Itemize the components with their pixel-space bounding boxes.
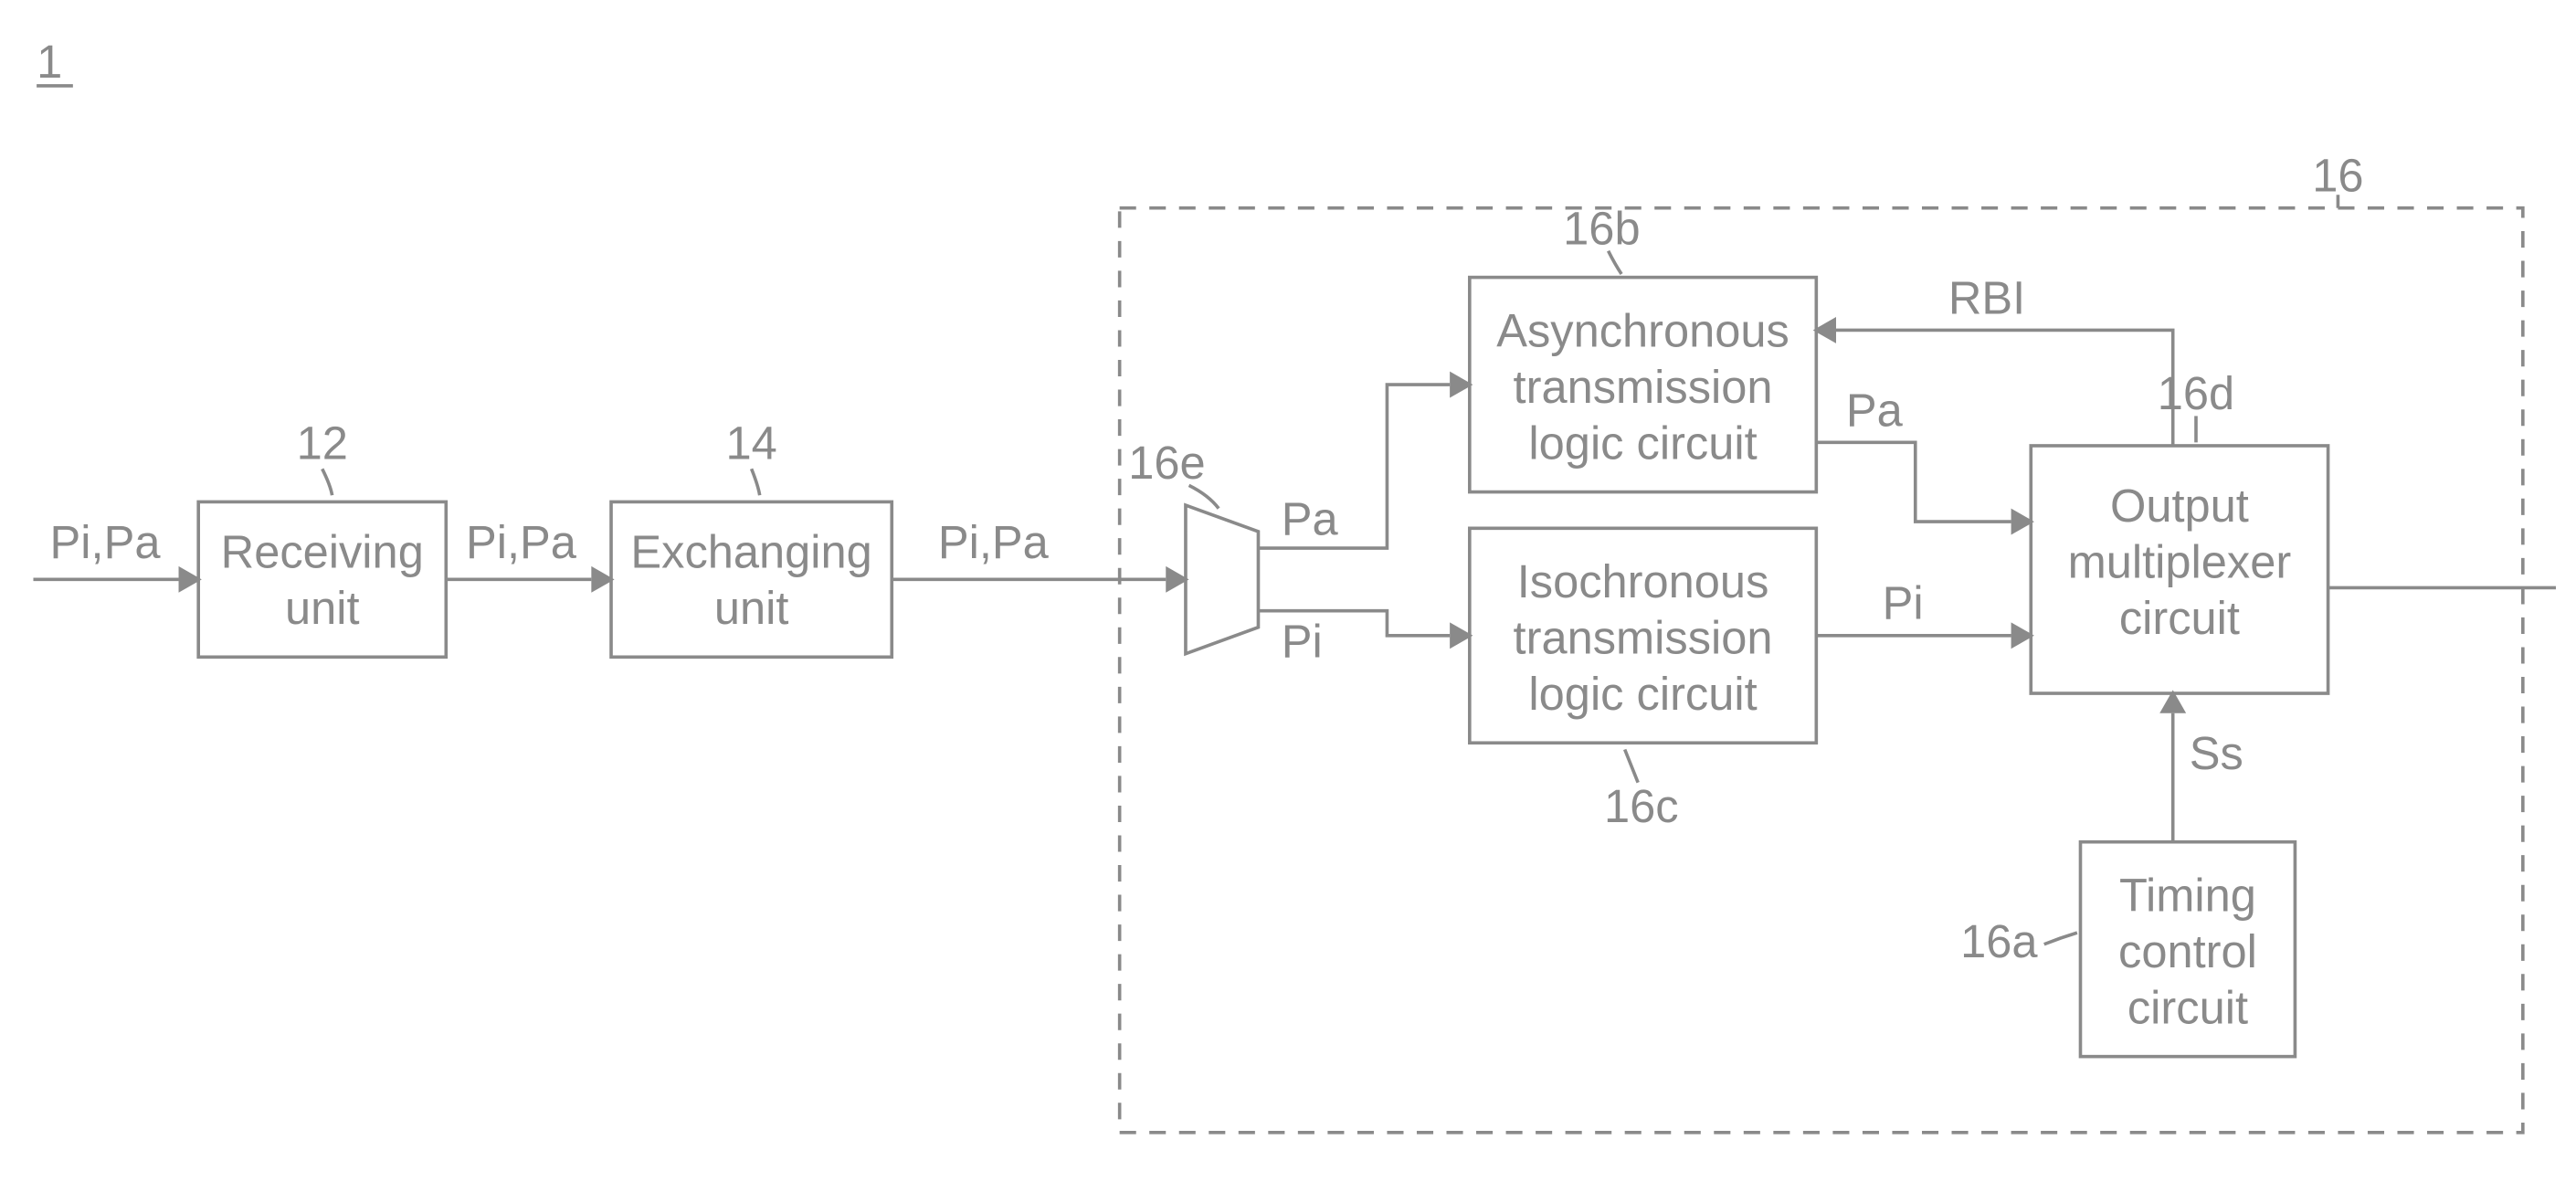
iso-text1: Isochronous [1517, 555, 1769, 607]
leader-16e [1189, 485, 1219, 508]
ref-12: 12 [297, 417, 348, 469]
lbl-async-out: Pa [1846, 384, 1904, 436]
receiving-unit-text1: Receiving [221, 526, 424, 578]
lbl-rx-ex: Pi,Pa [466, 516, 577, 568]
async-text1: Asynchronous [1496, 305, 1789, 357]
ref-16e: 16e [1128, 437, 1205, 489]
leader-16c [1625, 749, 1638, 782]
wire-async-out [1816, 442, 2011, 522]
outmux-text3: circuit [2119, 592, 2240, 644]
lbl-in: Pi,Pa [50, 516, 162, 568]
async-text3: logic circuit [1528, 417, 1757, 469]
timing-text1: Timing [2119, 870, 2256, 922]
receiving-unit-text2: unit [285, 582, 360, 634]
leader-16a [2044, 933, 2077, 945]
timing-text3: circuit [2127, 982, 2248, 1034]
container-16 [1120, 208, 2523, 1133]
lbl-iso-out: Pi [1883, 577, 1924, 629]
leader-12 [322, 469, 333, 495]
lbl-feedback: RBI [1948, 271, 2025, 323]
iso-text3: logic circuit [1528, 668, 1757, 720]
async-text2: transmission [1514, 361, 1773, 413]
block-diagram: 1 Receiving unit Exchanging unit Asynchr… [0, 0, 2576, 1182]
lbl-dm-pi: Pi [1282, 615, 1323, 667]
figure-number-label: 1 [37, 36, 62, 88]
leader-14 [752, 469, 760, 495]
exchanging-unit-text1: Exchanging [630, 526, 871, 578]
outmux-text1: Output [2110, 480, 2249, 532]
demux-16e [1186, 505, 1259, 654]
iso-text2: transmission [1514, 612, 1773, 664]
ref-16a: 16a [1960, 915, 2038, 967]
timing-text2: control [2118, 925, 2257, 977]
lbl-dm-pa: Pa [1282, 493, 1339, 545]
outmux-text2: multiplexer [2068, 536, 2292, 588]
ref-16b: 16b [1563, 202, 1640, 254]
ref-16d: 16d [2158, 367, 2234, 419]
lbl-timing: Ss [2190, 727, 2243, 779]
ref-16c: 16c [1604, 780, 1679, 832]
ref-16: 16 [2312, 150, 2363, 202]
ref-14: 14 [725, 417, 776, 469]
exchanging-unit-text2: unit [714, 582, 789, 634]
lbl-ex-dm: Pi,Pa [938, 516, 1050, 568]
